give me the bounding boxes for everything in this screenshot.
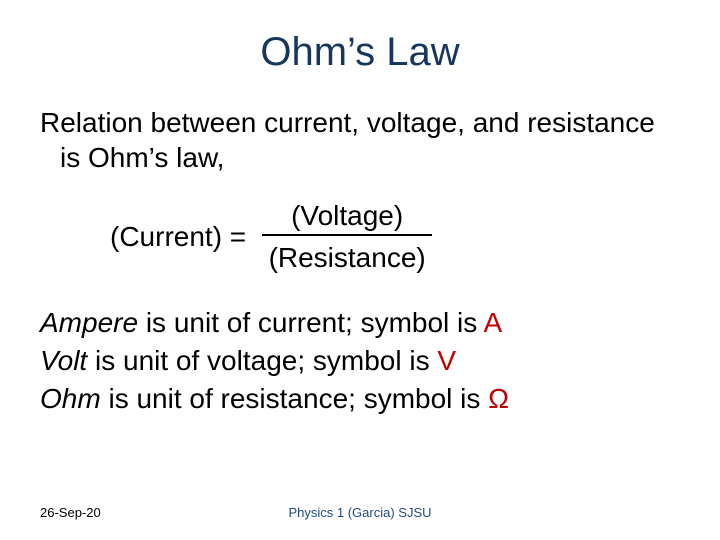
intro-text: Relation between current, voltage, and r… (40, 105, 680, 175)
unit-symbol: A (484, 307, 503, 338)
equation: (Current) = (Voltage) (Resistance) (110, 200, 680, 274)
slide-title: Ohm’s Law (40, 30, 680, 75)
equation-fraction: (Voltage) (Resistance) (262, 200, 432, 274)
footer-center: Physics 1 (Garcia) SJSU (40, 505, 680, 520)
unit-mid: is unit of current; symbol is (138, 307, 483, 338)
unit-symbol: Ω (488, 383, 509, 414)
unit-term: Volt (40, 345, 87, 376)
unit-symbol: V (437, 345, 456, 376)
equation-lhs: (Current) = (110, 221, 246, 253)
footer: 26-Sep-20 Physics 1 (Garcia) SJSU (40, 505, 680, 520)
unit-line: Ampere is unit of current; symbol is A (40, 304, 680, 342)
unit-term: Ohm (40, 383, 101, 414)
slide: Ohm’s Law Relation between current, volt… (0, 0, 720, 540)
unit-mid: is unit of voltage; symbol is (87, 345, 437, 376)
unit-term: Ampere (40, 307, 138, 338)
equation-denominator: (Resistance) (263, 236, 432, 274)
unit-mid: is unit of resistance; symbol is (101, 383, 488, 414)
equation-numerator: (Voltage) (285, 200, 409, 234)
unit-line: Volt is unit of voltage; symbol is V (40, 342, 680, 380)
unit-line: Ohm is unit of resistance; symbol is Ω (40, 380, 680, 418)
units-block: Ampere is unit of current; symbol is A V… (40, 304, 680, 417)
